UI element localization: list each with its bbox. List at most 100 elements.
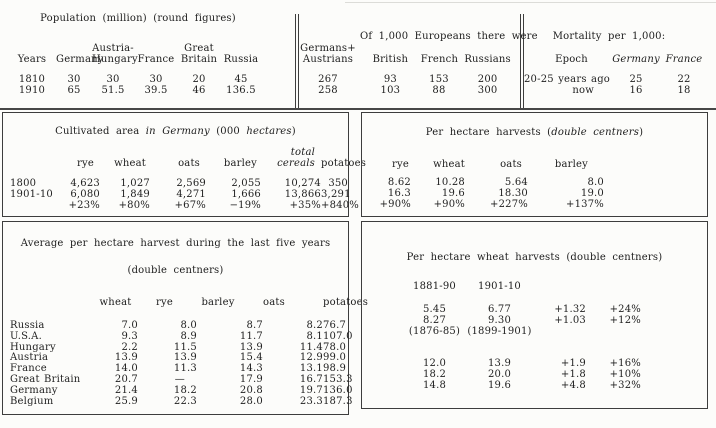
spacer-cell <box>641 381 709 392</box>
cell: 16 <box>629 85 643 96</box>
cell: 6.77 <box>487 304 512 315</box>
header-cell: wheat <box>114 157 146 169</box>
table-row: Hungary 2.2 11.5 13.9 11.4 78.0 <box>7 341 347 354</box>
table-row: 1800 4,623 1,027 2,569 2,055 10,274 350 <box>7 169 348 189</box>
cell: 25.9 <box>114 395 138 407</box>
cell: 19.0 <box>580 188 604 199</box>
cell: +23% <box>68 200 100 211</box>
cell <box>586 327 641 338</box>
spacer-cell <box>594 54 610 65</box>
cell: 3,291 <box>321 189 351 200</box>
table-row: France 14.0 11.3 14.3 13.1 98.9 <box>7 363 347 375</box>
cell: 30 <box>149 74 163 85</box>
cell: 10.28 <box>435 177 465 188</box>
table-row: now 16 18 <box>524 85 704 96</box>
row-label: 20-25 years ago <box>524 74 611 85</box>
top-hairline <box>345 2 716 3</box>
spacer-cell <box>641 359 709 370</box>
cell: 18.2 <box>422 368 447 380</box>
cell: 20.0 <box>487 368 512 380</box>
cell: 16.3 <box>387 188 411 199</box>
table-row: +23% +80% +67% −19% +35% +840% <box>7 200 359 211</box>
mortality-table: Epoch Germany France 20-25 years ago 25 … <box>524 54 704 96</box>
header-cell: oats <box>178 157 200 169</box>
cell: 18 <box>677 85 691 96</box>
row-label: Russia <box>10 320 45 331</box>
header-cell: barley <box>554 159 588 170</box>
header-cell: barley <box>223 157 257 169</box>
spacer-cell <box>641 293 709 316</box>
row-label <box>7 200 41 211</box>
cell: 5.45 <box>422 304 447 315</box>
table-header-row: Epoch Germany France <box>524 54 704 65</box>
header-cell: oats <box>263 297 285 309</box>
header-cell: barley <box>201 297 235 309</box>
cell: 153 <box>429 74 449 85</box>
cell: 20.8 <box>239 384 263 396</box>
title-text: (000 <box>209 126 247 137</box>
cell: 18.30 <box>498 188 528 199</box>
cell: 15.4 <box>239 352 263 364</box>
spacer-cell <box>362 337 402 348</box>
header-cell: total cereals <box>277 147 315 169</box>
cell: 107.0 <box>323 330 353 342</box>
spacer-cell <box>262 44 299 65</box>
row-label: 1810 <box>18 74 46 85</box>
spacer-cell <box>594 85 610 96</box>
header-cell: wheat <box>99 297 132 309</box>
mortality-title: Mortality per 1,000: <box>552 31 666 42</box>
cell: 8.1 <box>306 330 323 342</box>
table-row: 1901-10 6,080 1,849 4,271 1,666 13,866 3… <box>7 189 351 200</box>
cell: +1.9 <box>560 357 586 369</box>
header-cell: Austria- Hungary <box>92 43 138 65</box>
cell: 98.9 <box>323 363 347 375</box>
cell: +10% <box>609 368 641 380</box>
spacer-cell <box>262 65 299 85</box>
header-cell: 1881-90 <box>413 281 456 293</box>
average-title-line1: Average per hectare harvest during the l… <box>20 238 331 249</box>
header-cell: Russians <box>464 54 511 65</box>
title-text-italic: in Germany <box>145 126 210 137</box>
header-cell: oats <box>500 159 522 170</box>
table-header-row: wheat rye barley oats potatoes <box>7 297 368 309</box>
cell: +12% <box>609 314 641 326</box>
row-label: Austria <box>10 352 49 364</box>
spacer-cell <box>362 348 402 359</box>
cell: 99.0 <box>323 352 347 364</box>
cell: 65 <box>67 85 81 96</box>
cell: 8.2 <box>306 320 323 331</box>
header-cell: British <box>372 54 409 65</box>
spacer-cell <box>362 327 402 338</box>
header-cell: France <box>137 53 175 65</box>
cell <box>532 337 586 348</box>
spacer-cell <box>362 370 402 381</box>
cell: 16.7 <box>299 373 323 385</box>
europeans-table: British French Russians 93 153 200 103 8… <box>360 54 518 96</box>
title-text-italic: hectares <box>246 126 292 137</box>
horizontal-rule <box>0 108 716 110</box>
cell: 2,569 <box>176 178 206 189</box>
cell: +1.03 <box>554 314 586 326</box>
cell: 13.1 <box>299 363 323 375</box>
spacer-cell <box>532 282 586 293</box>
cell: 8.7 <box>246 320 263 331</box>
hectare-harvests-box: Per hectare harvests (double centners) r… <box>361 112 708 217</box>
spacer-cell <box>362 359 402 370</box>
table-header-row: rye wheat oats barley total cereals pota… <box>7 147 367 169</box>
cell: 78.0 <box>323 341 347 353</box>
cell: 93 <box>383 74 397 85</box>
wheat-title: Per hectare wheat harvests (double centn… <box>406 252 663 263</box>
cell: 11.5 <box>173 341 197 353</box>
spacer-cell <box>362 282 402 293</box>
cell: (1876-85) <box>408 325 461 337</box>
cell: 8.0 <box>180 320 197 331</box>
header-cell: Years <box>17 53 47 65</box>
cell: +24% <box>609 304 641 315</box>
spacer-cell <box>262 85 299 96</box>
cell: 8.9 <box>180 330 197 342</box>
cell: 300 <box>477 85 498 96</box>
cell <box>586 337 641 348</box>
cell: 103 <box>380 85 401 96</box>
table-header-row: rye wheat oats barley <box>362 148 709 170</box>
header-cell: potatoes <box>321 157 367 169</box>
